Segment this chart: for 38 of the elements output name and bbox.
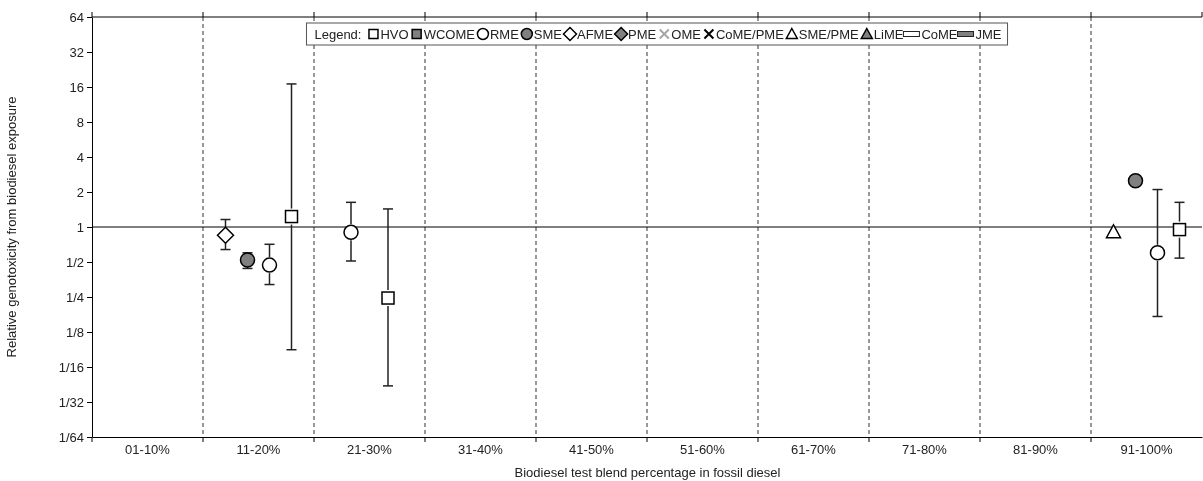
legend-label: JME <box>975 27 1002 42</box>
y-tick-label: 1/8 <box>65 324 84 340</box>
legend-label: WCOME <box>423 27 476 42</box>
y-axis-title: Relative genotoxicity from biodiesel exposure <box>4 96 19 358</box>
y-tick-label: 32 <box>69 44 84 60</box>
x-tick-label: 11-20% <box>236 442 281 458</box>
x-tick-label: 31-40% <box>458 442 504 458</box>
legend-label: HVO <box>380 27 409 42</box>
x-tick-label: 51-60% <box>680 442 726 458</box>
legend-label: CoME/PME <box>715 27 785 42</box>
x-tick-label: 91-100% <box>1120 442 1173 458</box>
x-tick-label: 71-80% <box>902 442 948 458</box>
legend-label: AFME <box>576 27 614 42</box>
x-tick-label: 61-70% <box>791 442 837 458</box>
x-tick-label: 01-10% <box>125 442 171 458</box>
y-tick-label: 16 <box>69 79 84 95</box>
legend-label: CoME <box>921 27 958 42</box>
y-tick-label: 2 <box>76 184 84 200</box>
legend-label: SME <box>533 27 563 42</box>
legend-label: SME/PME <box>798 27 860 42</box>
y-tick-label: 1/32 <box>58 394 84 410</box>
y-tick-label: 1/16 <box>58 359 84 375</box>
x-tick-label: 41-50% <box>569 442 615 458</box>
x-tick-label: 21-30% <box>347 442 393 458</box>
y-tick-label: 8 <box>76 114 84 130</box>
y-tick-label: 64 <box>69 9 84 25</box>
x-axis-title: Biodiesel test blend percentage in fossil diesel <box>514 465 781 480</box>
y-tick-label: 1/64 <box>58 429 84 445</box>
y-tick-label: 1/2 <box>65 254 84 270</box>
y-tick-label: 4 <box>76 149 84 165</box>
legend-title: Legend: <box>314 27 362 42</box>
legend-label: OME <box>671 27 702 42</box>
y-tick-label: 1/4 <box>65 289 84 305</box>
legend-label: PME <box>628 27 657 42</box>
y-tick-label: 1 <box>76 219 84 235</box>
x-tick-label: 81-90% <box>1013 442 1059 458</box>
legend-label: LiME <box>873 27 904 42</box>
legend-label: RME <box>489 27 520 42</box>
